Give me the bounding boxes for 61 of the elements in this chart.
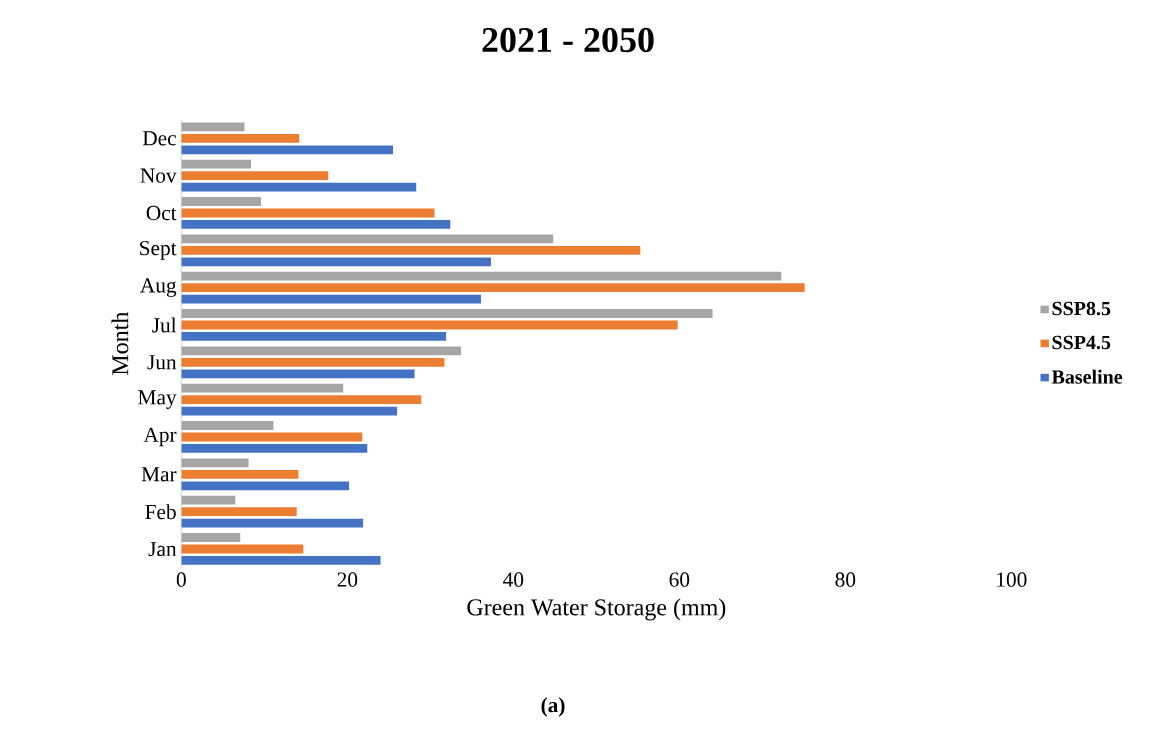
bar: [181, 432, 363, 442]
bar: [181, 332, 447, 341]
chart-title: 2021 - 2050: [482, 27, 654, 53]
bar: [181, 421, 274, 430]
bar: [181, 133, 300, 143]
bar: [181, 208, 435, 218]
bar: [181, 271, 782, 281]
bar: [181, 444, 368, 453]
y-tick-label: Nov: [140, 168, 177, 183]
x-tick-label: 80: [835, 572, 856, 587]
y-axis-title: Month: [111, 311, 129, 375]
bar: [181, 556, 381, 565]
bar: [181, 257, 491, 267]
bar: [181, 283, 805, 293]
bar: [181, 171, 329, 181]
y-tick-label: Jul: [152, 317, 177, 333]
y-tick-label: May: [138, 390, 177, 409]
x-tick-label: 20: [337, 572, 358, 587]
bar: [181, 406, 398, 416]
y-tick-label: Dec: [142, 131, 176, 146]
y-tick-label: Jun: [147, 355, 177, 370]
x-axis-title: Green Water Storage (mm): [467, 598, 726, 621]
x-tick-label: 100: [997, 572, 1027, 587]
bar: [181, 309, 713, 318]
bar: [181, 533, 241, 542]
bar: [181, 544, 304, 554]
y-tick-label: Feb: [145, 504, 176, 520]
bar: [181, 357, 445, 367]
bar: [181, 122, 245, 132]
bar: [181, 383, 344, 393]
bar: [181, 159, 252, 169]
bar: [181, 495, 236, 505]
y-tick-label: Apr: [143, 427, 177, 447]
bar: [181, 145, 393, 155]
y-tick-label: Aug: [140, 278, 177, 297]
text: (a): [541, 697, 565, 717]
y-tick-label: Sept: [140, 241, 177, 260]
y-tick-label: Jan: [148, 541, 177, 557]
bar: [181, 458, 249, 468]
bar: [181, 507, 297, 517]
y-tick-label: Oct: [146, 205, 177, 221]
bar: [181, 182, 417, 192]
bar: [181, 469, 299, 479]
bar: [181, 346, 462, 356]
bar: [181, 294, 481, 304]
x-tick-label: 40: [503, 572, 524, 587]
bar: [181, 320, 678, 330]
legend-label: Baseline: [1051, 369, 1123, 384]
bar: [181, 395, 422, 405]
bar: [181, 369, 415, 379]
bar: [181, 518, 364, 528]
x-tick-label: 60: [669, 572, 690, 587]
bar: [181, 245, 641, 255]
bar: [181, 234, 554, 244]
bar: [181, 220, 451, 229]
x-tick-label: 0: [176, 572, 186, 587]
y-tick-label: Mar: [141, 467, 177, 482]
legend-label: SSP4.5: [1052, 335, 1111, 350]
bar: [181, 197, 262, 206]
bar: [181, 481, 349, 491]
legend-label: SSP8.5: [1052, 301, 1111, 316]
